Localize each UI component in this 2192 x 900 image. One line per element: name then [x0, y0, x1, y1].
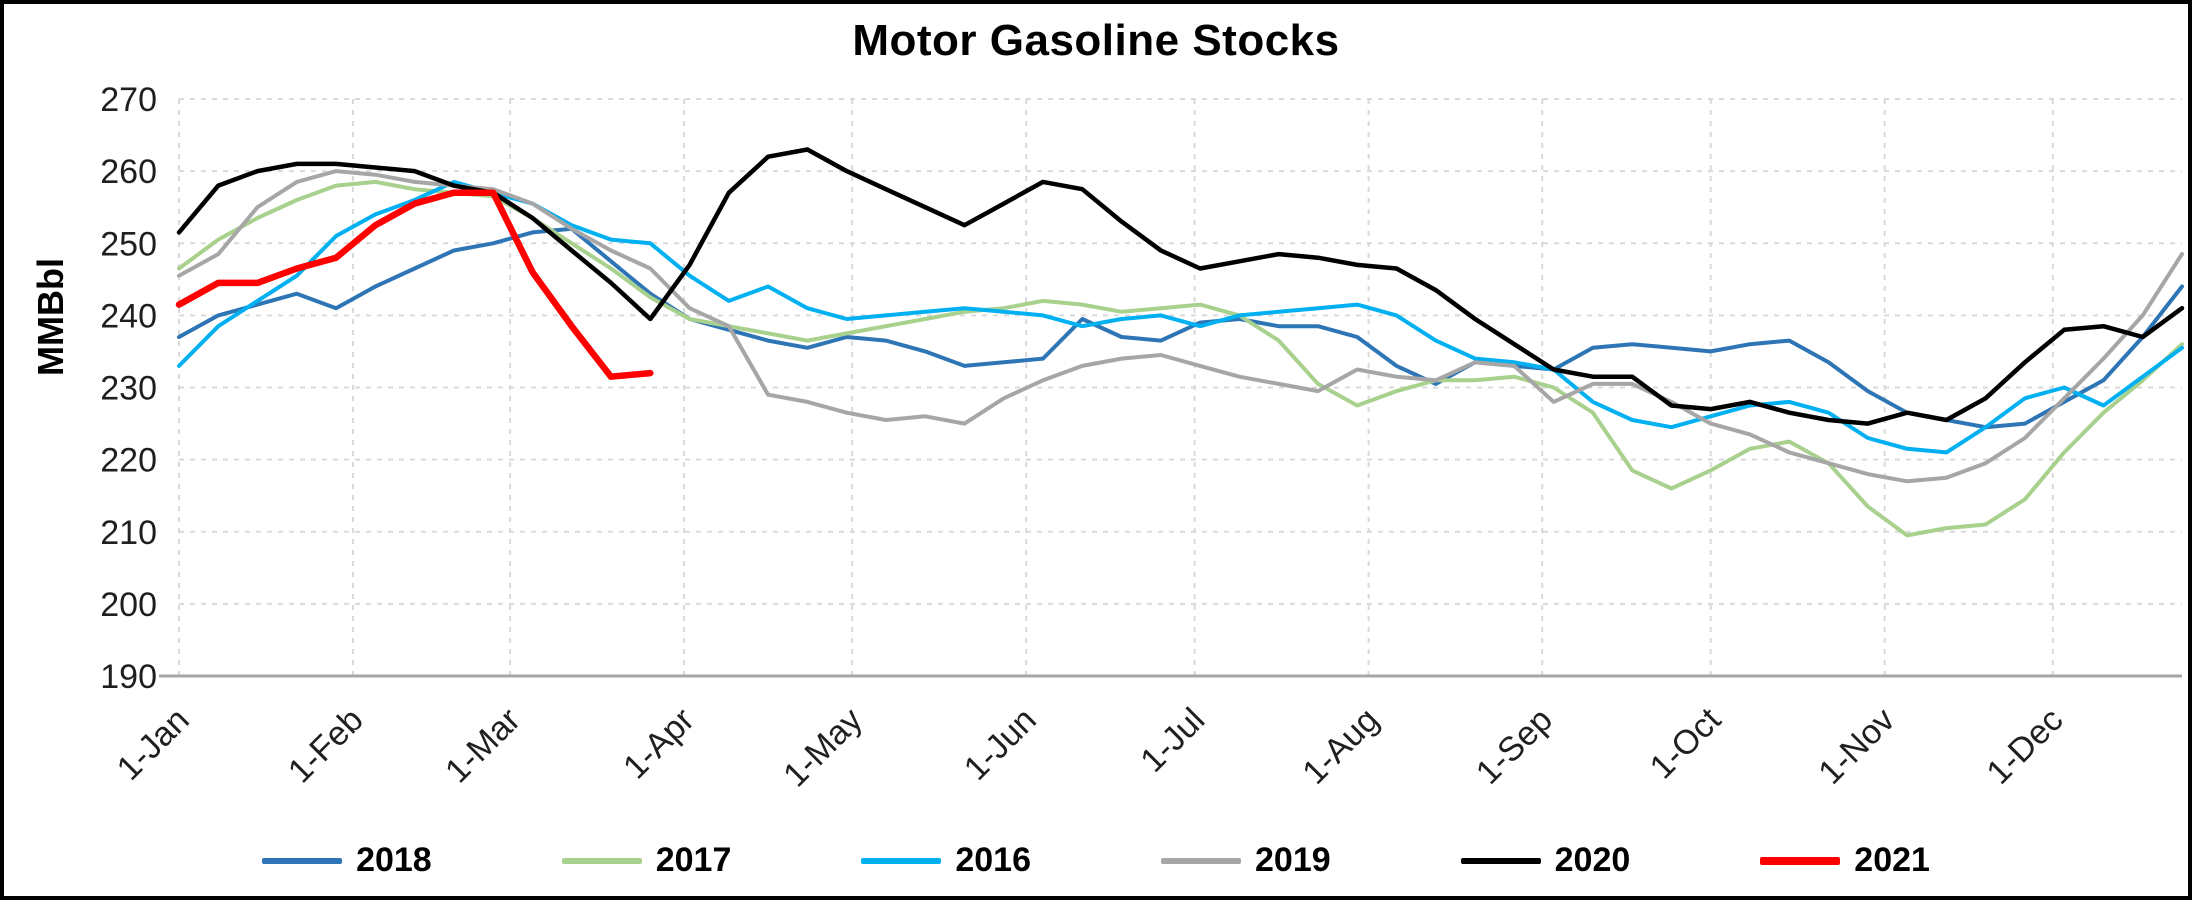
legend-line-sample-2021	[1760, 856, 1841, 865]
x-tick-label: 1-Mar	[438, 701, 528, 791]
legend-line-sample-2018	[262, 857, 343, 864]
y-tick-label: 240	[100, 297, 157, 335]
series-line-2021	[175, 189, 654, 380]
legend-line-sample-2017	[561, 857, 642, 864]
y-tick-label: 230	[100, 370, 157, 408]
chart-canvas: 190 200 210 220 230 240 250 260 270 1-Jan 1-Feb 1-M…	[100, 81, 2185, 795]
y-tick-label: 210	[100, 514, 157, 552]
x-tick-label: 1-Feb	[281, 701, 371, 791]
x-tick-label: 1-Jun	[957, 701, 1044, 788]
legend-label-2016: 2016	[955, 841, 1031, 879]
legend-line-sample-2016	[861, 857, 942, 864]
legend-line-sample-2020	[1460, 857, 1541, 864]
chart-legend: 2018 2017 2016 2019 2020 2021	[4, 841, 2188, 880]
series-line-2016	[177, 179, 2184, 455]
chart-title: Motor Gasoline Stocks	[852, 16, 1340, 65]
legend-line-sample-2019	[1161, 857, 1241, 864]
x-tick-label: 1-May	[776, 701, 870, 795]
x-tick-label: 1-Jan	[110, 701, 197, 788]
legend-item-2020: 2020	[1460, 841, 1631, 880]
legend-label-2020: 2020	[1554, 841, 1631, 879]
y-tick-label: 190	[100, 658, 157, 696]
legend-item-2016: 2016	[861, 841, 1031, 880]
x-tick-label: 1-Nov	[1811, 701, 1902, 792]
legend-item-2018: 2018	[262, 841, 432, 880]
series-line-2019	[177, 169, 2184, 484]
x-tick-label: 1-Aug	[1295, 701, 1386, 792]
legend-item-2021: 2021	[1760, 841, 1930, 880]
y-tick-label: 220	[100, 442, 157, 480]
legend-item-2017: 2017	[561, 841, 732, 880]
x-tick-label: 1-Sep	[1469, 701, 1560, 792]
legend-label-2018: 2018	[356, 841, 432, 879]
legend-label-2019: 2019	[1255, 841, 1331, 879]
x-tick-label: 1-Apr	[616, 701, 702, 787]
legend-item-2019: 2019	[1161, 841, 1331, 880]
y-tick-label: 260	[100, 153, 157, 191]
x-tick-label: 1-Dec	[1979, 701, 2070, 792]
y-tick-label: 250	[100, 225, 157, 263]
legend-label-2017: 2017	[655, 841, 732, 879]
y-tick-label: 270	[100, 81, 157, 119]
legend-label-2021: 2021	[1854, 841, 1930, 879]
x-tick-label: 1-Oct	[1643, 700, 1729, 786]
y-tick-label: 200	[100, 586, 157, 624]
x-tick-label: 1-Jul	[1133, 701, 1212, 780]
series-line-2020	[176, 147, 2185, 426]
